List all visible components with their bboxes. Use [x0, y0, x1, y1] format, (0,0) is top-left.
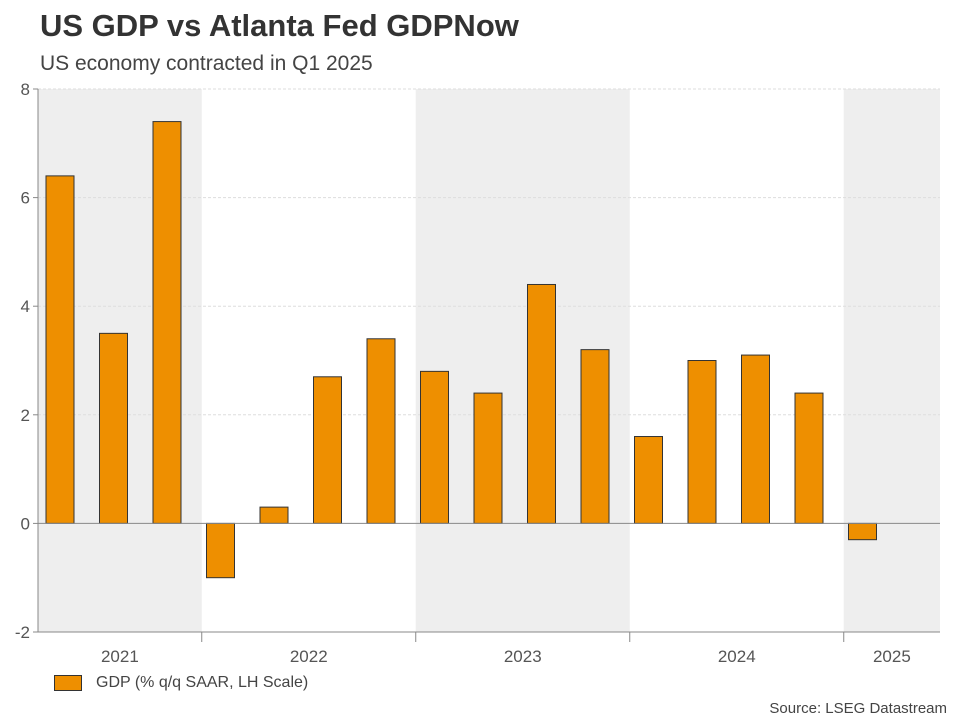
y-tick-label: -2	[15, 623, 30, 642]
legend-swatch-gdp	[54, 675, 82, 691]
bar-gdp	[741, 354, 770, 524]
legend: GDP (% q/q SAAR, LH Scale)	[54, 674, 308, 692]
bar-gdp	[152, 121, 182, 524]
chart-subtitle: US economy contracted in Q1 2025	[40, 52, 373, 75]
bar-gdp	[580, 349, 610, 524]
y-tick-label: 0	[21, 514, 30, 533]
x-tick-label: 2023	[504, 647, 542, 666]
bar-gdp	[206, 522, 235, 579]
year-band	[843, 89, 940, 632]
bar-gdp	[313, 376, 342, 524]
bar-gdp	[473, 392, 503, 524]
bar-gdp	[848, 522, 877, 541]
x-tick-label: 2024	[718, 647, 756, 666]
x-tick-label: 2025	[873, 647, 911, 666]
y-tick-label: 2	[21, 406, 30, 425]
x-tick-label: 2022	[290, 647, 328, 666]
bar-gdp	[420, 370, 449, 524]
y-tick-label: 6	[21, 189, 30, 208]
legend-label-gdp: GDP (% q/q SAAR, LH Scale)	[96, 674, 309, 691]
bar-gdp	[366, 338, 396, 524]
y-tick-label: 8	[21, 80, 30, 99]
bar-gdp	[687, 360, 717, 524]
bar-gdp	[99, 332, 128, 524]
bar-gdp	[794, 392, 824, 524]
bar-gdp	[634, 436, 663, 524]
bar-gdp	[259, 506, 289, 524]
x-tick-label: 2021	[101, 647, 139, 666]
y-tick-label: 4	[21, 297, 30, 316]
bar-gdp	[45, 175, 75, 524]
chart-title: US GDP vs Atlanta Fed GDPNow	[40, 8, 519, 43]
source-note: Source: LSEG Datastream	[769, 700, 947, 717]
bar-gdp	[527, 283, 556, 524]
